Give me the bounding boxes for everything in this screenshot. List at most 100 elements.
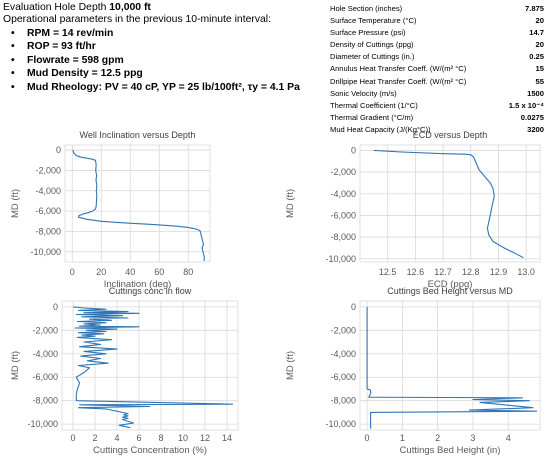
y-tick-label: -2,000 [330,325,356,335]
y-axis-label: MD (ft) [10,189,21,218]
x-tick-label: 1 [400,433,405,443]
y-axis-label: MD (ft) [285,189,296,218]
x-tick-label: 4 [114,433,119,443]
x-axis-label: ECD (ppg) [428,279,473,290]
x-axis-label: Inclination (deg) [104,279,172,290]
chart-title: Well Inclination versus Depth [80,130,196,140]
y-tick-label: 0 [53,302,58,312]
parameter-row: Mud Heat Capacity (J/(Kg°C)) 3200 [330,124,546,136]
y-tick-label: -6,000 [32,372,58,382]
operational-summary: Evaluation Hole Depth 10,000 ft Operatio… [3,2,323,94]
x-tick-label: 2 [92,433,97,443]
evaluation-depth-value: 10,000 ft [109,2,151,13]
parameter-value: 55 [535,76,544,86]
y-tick-label: -6,000 [35,206,61,216]
plot-area [359,144,541,263]
parameter-row: Surface Pressure (psi) 14.7 [330,27,546,39]
parameter-value: 20 [535,40,544,50]
x-tick-label: 0 [70,267,75,277]
bullet-flowrate: Flowrate = 598 gpm [3,54,323,68]
parameter-value: 3200 [527,124,544,134]
x-tick-label: 2 [435,433,440,443]
y-tick-label: -10,000 [325,254,356,264]
interval-subtitle: Operational parameters in the previous 1… [3,14,271,26]
parameter-label: Sonic Velocity (m/s) [330,88,397,98]
x-tick-label: 14 [222,433,232,443]
parameter-label: Density of Cuttings (ppg) [330,40,414,50]
x-tick-label: 12.8 [462,267,480,277]
parameter-value: 1500 [527,88,544,98]
x-tick-label: 6 [136,433,141,443]
y-tick-label: -10,000 [325,419,356,429]
y-axis-label: MD (ft) [285,351,296,380]
x-tick-label: 0 [70,433,75,443]
x-tick-label: 12.9 [490,267,508,277]
y-tick-label: -4,000 [32,349,58,359]
x-tick-label: 20 [96,267,106,277]
chart-title: Cuttings conc in flow [109,286,192,296]
bullet-mud-density: Mud Density = 12.5 ppg [3,67,323,81]
operational-parameter-list: RPM = 14 rev/min ROP = 93 ft/hr Flowrate… [3,27,323,95]
bullet-mud-rheology: Mud Rheology: PV = 40 cP, YP = 25 lb/100… [3,81,323,95]
y-tick-label: -8,000 [330,396,356,406]
y-tick-label: -4,000 [35,186,61,196]
parameter-label: Annulus Heat Transfer Coeff. (W/(m² °C) [330,64,467,74]
chart-cuttings-concentration: Cuttings conc in flow 0 2 4 6 8 10 12 14 0 -2,000 -… [10,286,239,456]
y-tick-label: -10,000 [27,419,58,429]
x-tick-label: 12 [200,433,210,443]
y-tick-label: -10,000 [30,247,61,257]
plot-area [64,144,211,263]
parameter-value: 0.0275 [520,112,544,122]
plot-area [61,300,239,431]
y-tick-label: -8,000 [32,396,58,406]
y-tick-label: -2,000 [35,165,61,175]
x-tick-label: 0 [365,433,370,443]
y-tick-label: -2,000 [330,167,356,177]
y-tick-label: -4,000 [330,189,356,199]
bullet-rpm: RPM = 14 rev/min [3,27,323,41]
y-tick-label: 0 [351,302,356,312]
plot-area [359,300,541,431]
parameter-row: Density of Cuttings (ppg) 20 [330,39,546,51]
parameter-label: Hole Section (inches) [330,4,403,13]
x-tick-label: 12.7 [434,267,452,277]
parameter-value: 15 [535,64,544,74]
y-tick-label: 0 [351,145,356,155]
evaluation-label: Evaluation Hole Depth [3,2,110,13]
y-tick-label: -6,000 [330,210,356,220]
chart-ecd: ECD versus Depth 12.5 12.6 12.7 12.8 12.9 13.0… [285,130,541,290]
y-tick-label: -2,000 [32,325,58,335]
parameter-row: Drillpipe Heat Transfer Coeff. (W/(m² °C… [330,76,546,88]
series-line [366,306,538,429]
chart-title: ECD versus Depth [413,130,488,140]
x-tick-label: 13.0 [517,267,535,277]
x-tick-label: 60 [154,267,164,277]
parameter-value: 1.5 x 10⁻⁴ [508,100,544,110]
y-tick-label: -4,000 [330,349,356,359]
x-axis-label: Cuttings Bed Height (in) [400,445,501,456]
parameter-value: 0.25 [529,52,544,62]
x-tick-label: 40 [125,267,135,277]
chart-cuttings-bed-height: Cuttings Bed Height versus MD 0 1 2 3 4 0 -2,00… [285,286,541,456]
series-line [72,149,205,261]
series-line [72,306,234,429]
y-tick-label: -8,000 [35,226,61,236]
x-axis-label: Cuttings Concentration (%) [93,445,207,456]
parameter-label: Mud Heat Capacity (J/(Kg°C)) [330,124,431,134]
parameter-row: Thermal Gradient (°C/m) 0.0275 [330,112,546,124]
parameter-row: Thermal Coefficient (1/°C) 1.5 x 10⁻⁴ [330,100,546,112]
parameter-value: 20 [535,16,544,26]
parameter-row: Annulus Heat Transfer Coeff. (W/(m² °C) 1… [330,63,546,75]
parameter-label: Thermal Gradient (°C/m) [330,112,414,122]
parameter-row: Surface Temperature (°C) 20 [330,15,546,27]
y-tick-label: 0 [56,145,61,155]
chart-title: Cuttings Bed Height versus MD [387,286,513,296]
x-tick-label: 12.5 [379,267,397,277]
y-axis-label: MD (ft) [10,351,21,380]
parameter-label: Diameter of Cuttings (in.) [330,52,415,62]
parameter-row: Diameter of Cuttings (in.) 0.25 [330,51,546,63]
parameter-label: Surface Temperature (°C) [330,16,417,26]
x-tick-label: 3 [470,433,475,443]
parameter-value: 7.875 [524,4,544,13]
